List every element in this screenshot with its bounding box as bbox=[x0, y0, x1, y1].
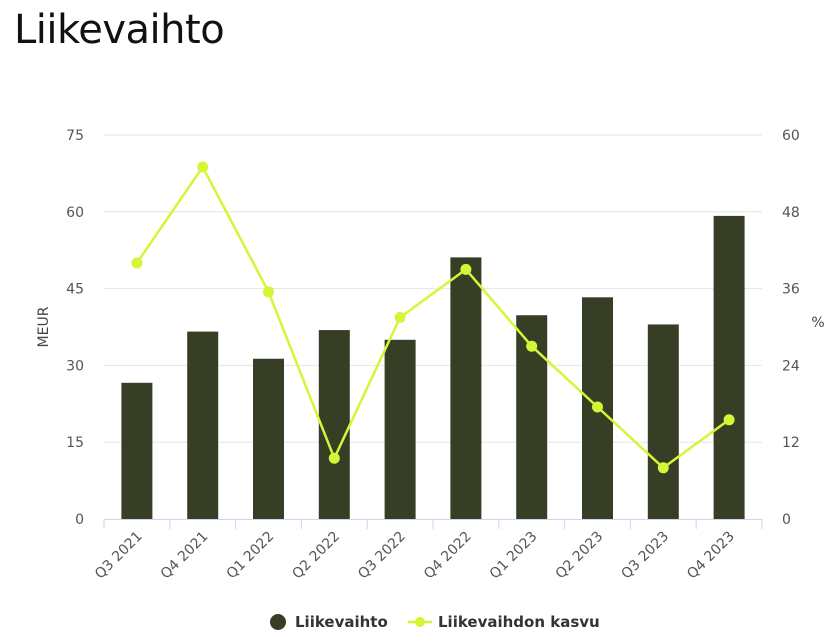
y2-tick-label: 36 bbox=[782, 282, 800, 298]
growth-point[interactable] bbox=[328, 452, 340, 464]
bar[interactable] bbox=[187, 331, 219, 519]
y-tick-label: 75 bbox=[66, 128, 84, 144]
growth-line-series bbox=[131, 161, 735, 474]
bar[interactable] bbox=[121, 382, 153, 519]
bars-series bbox=[121, 215, 745, 519]
bar[interactable] bbox=[318, 330, 350, 519]
growth-point[interactable] bbox=[460, 263, 472, 275]
bar[interactable] bbox=[713, 215, 745, 519]
x-tick-label: Q3 2021 bbox=[92, 529, 146, 583]
legend-line-dot bbox=[415, 617, 425, 627]
bar[interactable] bbox=[647, 324, 679, 519]
growth-point[interactable] bbox=[592, 401, 603, 413]
bar[interactable] bbox=[253, 358, 284, 519]
growth-point[interactable] bbox=[723, 414, 735, 426]
x-tick-label: Q3 2022 bbox=[355, 529, 409, 583]
page-title: Liikevaihto bbox=[14, 7, 225, 53]
x-tick-label: Q3 2023 bbox=[618, 529, 672, 583]
x-tick-label: Q4 2021 bbox=[158, 529, 212, 583]
growth-point[interactable] bbox=[263, 286, 274, 298]
growth-point[interactable] bbox=[394, 311, 406, 323]
growth-point[interactable] bbox=[526, 340, 538, 352]
y2-tick-label: 48 bbox=[782, 205, 800, 221]
y-tick-label: 15 bbox=[66, 435, 84, 451]
growth-line bbox=[135, 165, 730, 470]
legend-line-label[interactable]: Liikevaihdon kasvu bbox=[438, 613, 600, 631]
x-tick-label: Q2 2022 bbox=[289, 529, 343, 583]
legend: Liikevaihto Liikevaihdon kasvu bbox=[270, 613, 600, 631]
x-tick-label: Q4 2022 bbox=[421, 529, 475, 583]
y-tick-label: 0 bbox=[75, 512, 84, 528]
y-tick-label: 60 bbox=[66, 205, 84, 221]
y2-tick-label: 60 bbox=[782, 128, 800, 144]
y-tick-label: 30 bbox=[66, 358, 84, 374]
x-tick-label: Q2 2023 bbox=[553, 529, 607, 583]
y2-tick-label: 0 bbox=[782, 512, 791, 528]
y2-tick-label: 12 bbox=[782, 435, 800, 451]
growth-point[interactable] bbox=[657, 462, 669, 474]
growth-point[interactable] bbox=[197, 161, 209, 173]
y2-tick-label: 24 bbox=[782, 358, 800, 374]
bar[interactable] bbox=[384, 339, 416, 519]
x-tick-label: Q1 2023 bbox=[487, 529, 541, 583]
x-tick-label: Q1 2022 bbox=[224, 529, 278, 583]
legend-bar-label[interactable]: Liikevaihto bbox=[295, 613, 388, 631]
y2-axis-title: % bbox=[811, 315, 824, 331]
legend-bar-marker bbox=[270, 614, 286, 630]
bar[interactable] bbox=[450, 257, 482, 519]
x-tick-label: Q4 2023 bbox=[684, 529, 738, 583]
y-axis-title: MEUR bbox=[36, 306, 52, 347]
growth-point[interactable] bbox=[131, 257, 143, 269]
y-tick-label: 45 bbox=[66, 282, 84, 298]
